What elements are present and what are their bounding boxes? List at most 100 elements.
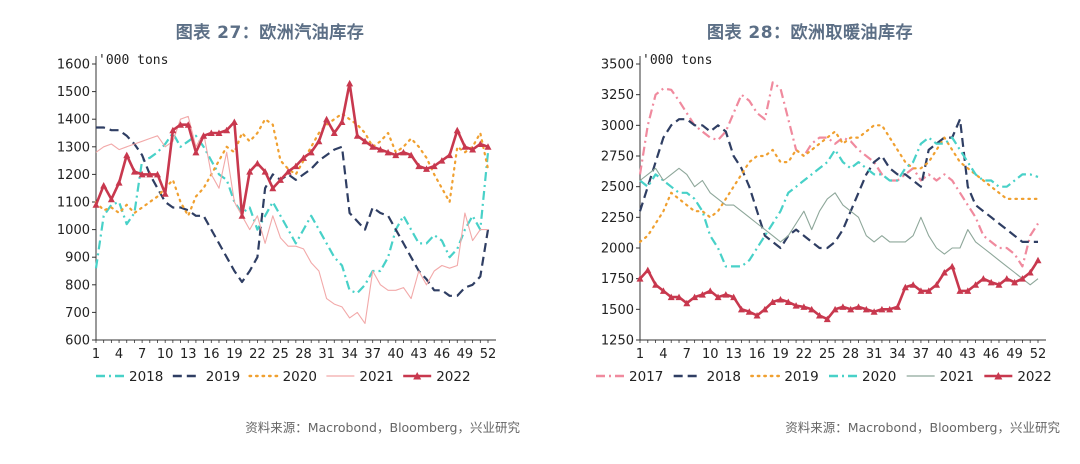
x-tick-label: 4 xyxy=(115,347,123,362)
data-point xyxy=(940,269,948,276)
legend-item-2019: 2019 xyxy=(172,369,240,385)
data-point xyxy=(706,287,714,294)
data-point xyxy=(769,298,777,305)
data-point xyxy=(330,129,338,136)
legend-label: 2019 xyxy=(784,369,818,385)
data-point xyxy=(878,305,886,313)
x-tick-label: 40 xyxy=(387,347,404,362)
data-point xyxy=(323,115,331,123)
data-point xyxy=(284,168,292,175)
data-point xyxy=(476,140,484,148)
x-tick-label: 22 xyxy=(796,347,813,362)
data-point xyxy=(948,262,956,270)
source-note: 资料来源：Macrobond，Bloomberg，兴业研究 xyxy=(785,420,1060,435)
legend-item-2020: 2020 xyxy=(248,369,317,385)
data-point xyxy=(300,154,308,161)
data-point xyxy=(745,308,753,315)
x-tick-label: 19 xyxy=(772,347,789,362)
chart-title: 图表 27：欧洲汽油库存 xyxy=(175,23,365,43)
data-point xyxy=(652,281,660,288)
x-tick-label: 13 xyxy=(180,347,197,362)
legend-item-2020: 2020 xyxy=(829,369,896,385)
data-point xyxy=(800,303,808,310)
x-tick-label: 1 xyxy=(636,347,644,362)
data-point xyxy=(925,287,933,294)
x-tick-label: 46 xyxy=(983,347,1000,362)
data-point xyxy=(192,148,200,156)
chart-title: 图表 28：欧洲取暖油库存 xyxy=(706,23,914,43)
data-point xyxy=(855,303,863,310)
data-point xyxy=(1026,269,1034,276)
data-point xyxy=(675,293,683,301)
x-tick-label: 28 xyxy=(295,347,312,362)
y-tick-label: 2750 xyxy=(601,150,634,165)
data-point xyxy=(484,143,492,150)
data-point xyxy=(1018,275,1026,282)
data-point xyxy=(307,148,315,156)
data-point xyxy=(761,305,769,313)
series-line-2018 xyxy=(94,131,490,295)
legend: 2018 2019 2020 2021 2022 xyxy=(96,369,471,385)
series-line-2018 xyxy=(638,118,1038,250)
data-point xyxy=(423,165,431,172)
legend-item-2021: 2021 xyxy=(906,369,974,385)
data-point xyxy=(138,170,146,178)
data-point xyxy=(956,287,964,294)
x-tick-label: 25 xyxy=(272,347,289,362)
x-tick-label: 37 xyxy=(364,347,381,362)
data-point xyxy=(430,162,438,170)
x-tick-label: 19 xyxy=(226,347,243,362)
x-tick-label: 49 xyxy=(457,347,474,362)
data-point xyxy=(792,302,800,309)
legend-label: 2021 xyxy=(940,369,974,385)
data-point xyxy=(714,293,722,301)
legend: 2017 2018 2019 2020 2021 2022 xyxy=(596,369,1052,385)
x-tick-label: 31 xyxy=(318,347,335,362)
data-point xyxy=(847,305,855,313)
legend-label: 2020 xyxy=(283,369,317,385)
x-tick-label: 52 xyxy=(1030,347,1047,362)
legend-item-2017: 2017 xyxy=(596,369,663,385)
data-point xyxy=(691,293,699,301)
data-point xyxy=(667,293,675,301)
data-point xyxy=(100,181,108,189)
x-tick-label: 28 xyxy=(842,347,859,362)
series-2022 xyxy=(636,256,1042,323)
x-tick-label: 43 xyxy=(959,347,976,362)
y-tick-label: 1400 xyxy=(57,113,90,128)
series-line-2020 xyxy=(94,112,490,217)
series-line-2017 xyxy=(638,81,1039,268)
data-point xyxy=(972,281,980,288)
data-point xyxy=(130,168,138,175)
x-tick-label: 49 xyxy=(1006,347,1023,362)
data-point xyxy=(979,275,987,282)
data-point xyxy=(276,176,284,183)
data-point xyxy=(933,281,941,288)
series-line-2022 xyxy=(94,82,489,218)
data-point xyxy=(184,121,192,128)
data-point xyxy=(839,303,847,310)
series-line-2019 xyxy=(96,126,490,297)
legend-label: 2021 xyxy=(359,369,393,385)
unit-label: '000 tons xyxy=(98,53,168,68)
legend-item-2022: 2022 xyxy=(403,369,471,385)
gasoline-inventory-chart: '000 tons6007008009001000110012001300140… xyxy=(57,53,496,385)
legend-label: 2022 xyxy=(1017,369,1051,385)
legend-label: 2019 xyxy=(206,369,240,385)
x-tick-label: 34 xyxy=(341,347,358,362)
heating-oil-inventory-chart: '000 tons 1250 1500 1750 2000 2250 2500 2750 300… xyxy=(596,53,1052,385)
data-point xyxy=(453,126,461,134)
series-2021 xyxy=(95,115,488,324)
data-point xyxy=(894,303,902,310)
data-point xyxy=(261,168,269,175)
y-tick-label: 900 xyxy=(65,251,90,266)
data-point xyxy=(917,287,925,294)
data-point xyxy=(399,148,407,156)
data-point xyxy=(207,129,215,136)
data-point xyxy=(683,299,691,307)
x-tick-label: 7 xyxy=(138,347,146,362)
data-point xyxy=(737,305,745,313)
data-point xyxy=(161,190,169,197)
data-point xyxy=(730,293,738,301)
